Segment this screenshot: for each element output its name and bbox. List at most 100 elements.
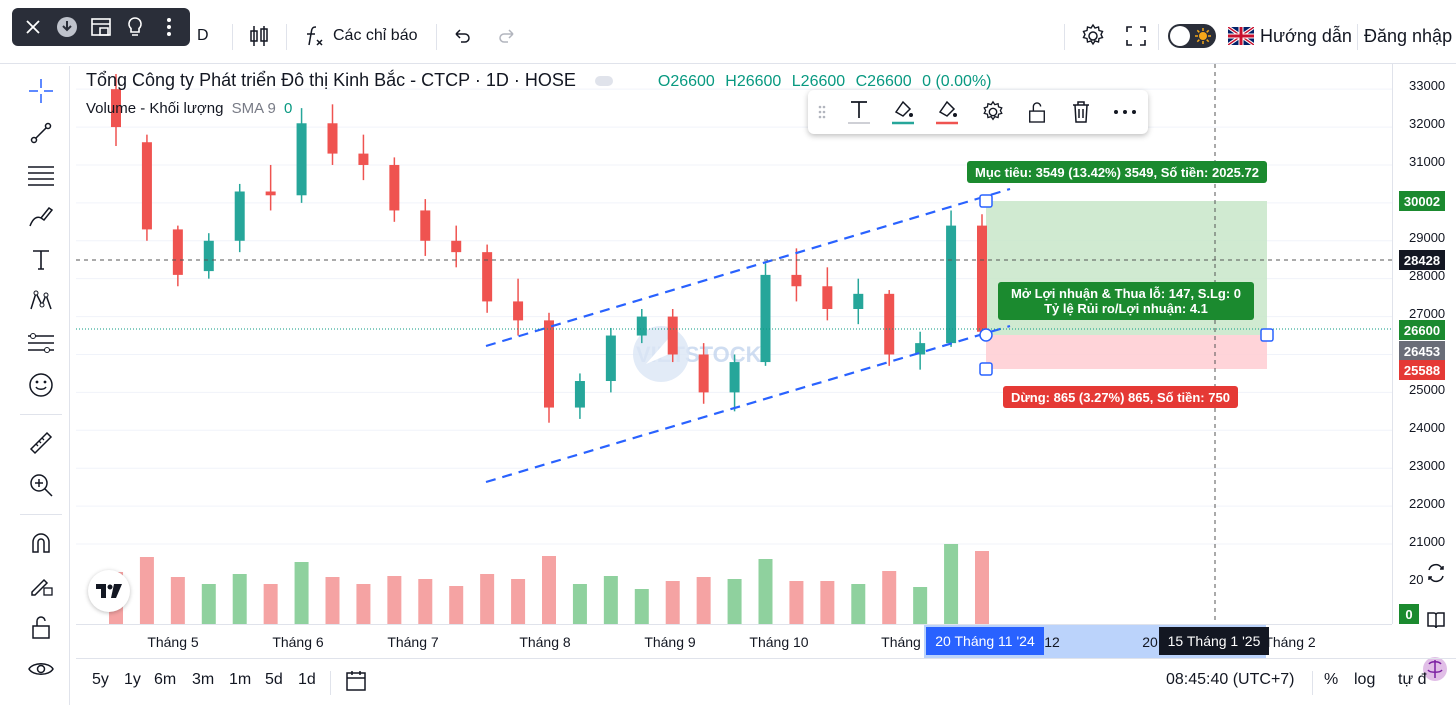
drawing-settings-button[interactable]: [978, 98, 1008, 126]
range-5d[interactable]: 5d: [265, 671, 283, 688]
stop-handle[interactable]: [979, 362, 993, 376]
delete-button[interactable]: [1066, 98, 1096, 126]
interval-button[interactable]: D: [197, 22, 209, 50]
redo-button[interactable]: [497, 22, 517, 50]
chart-pane[interactable]: VIETSTOCK: [76, 64, 1392, 624]
magnet-tool[interactable]: [24, 526, 58, 560]
volume-bar: [480, 574, 495, 624]
candle-type-button[interactable]: [248, 22, 270, 50]
candle-body: [884, 293, 895, 355]
symbol-title[interactable]: Tổng Công ty Phát triển Đô thị Kinh Bắc …: [86, 70, 576, 90]
fullscreen-button[interactable]: [1125, 22, 1147, 50]
candle-body: [791, 274, 802, 287]
close-button[interactable]: [18, 12, 48, 42]
channel-upper-line[interactable]: [485, 187, 1011, 348]
stop-price-tag: 25588: [1399, 360, 1445, 380]
time-tick: Tháng 8: [519, 634, 571, 650]
volume-bar: [572, 584, 587, 624]
redo-icon: [499, 29, 514, 43]
drawing-toolbar: [12, 66, 70, 705]
gear-icon: [983, 100, 1003, 121]
lock-button[interactable]: [1022, 98, 1052, 126]
text-tool[interactable]: [24, 242, 58, 276]
loss-zone[interactable]: [986, 335, 1267, 369]
chart-canvas[interactable]: VIETSTOCK: [76, 64, 1392, 624]
text-icon: [33, 250, 49, 270]
emoji-tool[interactable]: [24, 368, 58, 402]
undo-button[interactable]: [452, 22, 472, 50]
zoom-tool[interactable]: [24, 468, 58, 502]
volume-legend: Volume - Khối lượng SMA 9 0: [86, 100, 292, 117]
hide-drawings-tool[interactable]: [24, 652, 58, 686]
range-1m[interactable]: 1m: [229, 671, 252, 688]
text-style-button[interactable]: [844, 98, 874, 126]
zoom-in-icon: [30, 474, 53, 497]
chart-legend: Tổng Công ty Phát triển Đô thị Kinh Bắc …: [86, 70, 992, 91]
download-button[interactable]: [52, 12, 82, 42]
range-1y[interactable]: 1y: [124, 671, 141, 688]
volume-bar: [696, 577, 711, 624]
time-axis[interactable]: Tháng 5 Tháng 6 Tháng 7 Tháng 8 Tháng 9 …: [76, 624, 1392, 658]
save-button[interactable]: [86, 12, 116, 42]
drag-handle[interactable]: [812, 98, 832, 126]
tradingview-logo[interactable]: [88, 570, 130, 612]
candle-body: [265, 191, 276, 196]
pencil-lock-icon: [31, 578, 53, 596]
watermark-arrow: [646, 339, 674, 364]
calendar-icon[interactable]: [344, 669, 368, 693]
login-button[interactable]: Đăng nhập: [1364, 22, 1452, 50]
percent-toggle[interactable]: %: [1324, 671, 1339, 688]
range-6m[interactable]: 6m: [154, 671, 177, 688]
pattern-icon: [30, 290, 52, 310]
horizontal-lines-icon: [28, 166, 54, 186]
divider: [330, 671, 331, 695]
trendline-tool[interactable]: [24, 116, 58, 150]
settings-button[interactable]: [1080, 22, 1106, 50]
range-5y[interactable]: 5y: [92, 671, 109, 688]
compare-icon[interactable]: [1426, 563, 1446, 583]
brush-tool[interactable]: [24, 200, 58, 234]
candle-body: [605, 335, 616, 382]
range-1d[interactable]: 1d: [298, 671, 316, 688]
ruler-tool[interactable]: [24, 426, 58, 460]
candle-body: [141, 142, 152, 230]
volume-bar: [603, 576, 618, 624]
crosshair-tool[interactable]: [24, 74, 58, 108]
lock-all-tool[interactable]: [24, 610, 58, 644]
auto-toggle[interactable]: tự đ: [1398, 671, 1427, 688]
fib-tool[interactable]: [24, 158, 58, 192]
brain-icon[interactable]: [1420, 656, 1450, 682]
lock-drawing-tool[interactable]: [24, 568, 58, 602]
loss-color-button[interactable]: [932, 98, 962, 126]
target-handle[interactable]: [979, 194, 993, 208]
guide-button[interactable]: Hướng dẫn: [1228, 22, 1352, 50]
brush-icon: [29, 206, 54, 227]
more-button[interactable]: [1110, 98, 1140, 126]
visibility-dot[interactable]: [594, 76, 613, 87]
pattern-tool[interactable]: [24, 284, 58, 318]
prediction-tool[interactable]: [24, 326, 58, 360]
profit-color-button[interactable]: [888, 98, 918, 126]
candle-body: [451, 240, 462, 253]
gear-icon: [1082, 23, 1104, 46]
theme-toggle[interactable]: [1168, 24, 1216, 48]
entry-handle[interactable]: [979, 328, 993, 342]
time-tick: Tháng 10: [749, 634, 809, 650]
indicators-button[interactable]: Các chỉ báo: [303, 22, 418, 50]
volume-label[interactable]: Volume - Khối lượng: [86, 100, 224, 117]
range-3m[interactable]: 3m: [192, 671, 215, 688]
candle-body: [544, 320, 554, 408]
log-toggle[interactable]: log: [1354, 671, 1376, 688]
book-icon[interactable]: [1426, 610, 1446, 630]
volume-bar: [387, 576, 402, 624]
price-axis[interactable]: 33000 32000 31000 29000 28000 27000 2500…: [1392, 64, 1456, 624]
time-tick: 20: [1142, 634, 1158, 650]
candle-body: [234, 191, 245, 241]
clock[interactable]: 08:45:40 (UTC+7): [1166, 671, 1295, 688]
width-handle[interactable]: [1260, 328, 1274, 342]
channel-lower-line[interactable]: [485, 324, 1011, 484]
change-value: 0 (0.00%): [922, 73, 992, 90]
candle-body: [760, 274, 771, 363]
idea-button[interactable]: [120, 12, 150, 42]
more-menu-button[interactable]: [154, 12, 184, 42]
